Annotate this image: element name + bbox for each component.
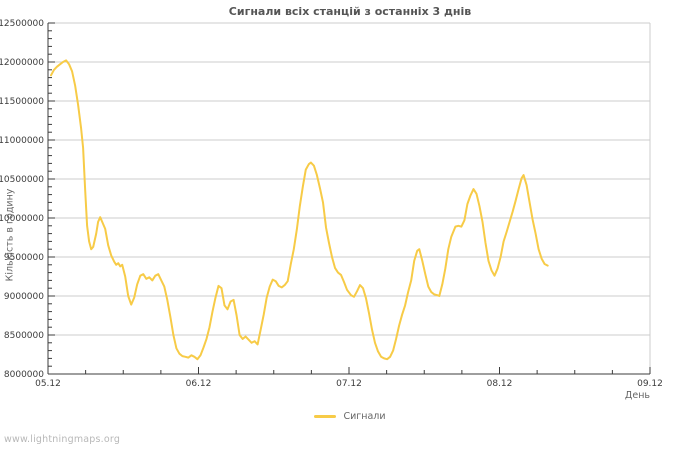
svg-text:10000000: 10000000 [0,214,44,224]
svg-text:08.12: 08.12 [487,379,513,389]
svg-text:07.12: 07.12 [336,379,362,389]
svg-text:8000000: 8000000 [4,370,44,380]
svg-text:05.12: 05.12 [35,379,61,389]
svg-text:12000000: 12000000 [0,58,44,68]
x-axis-title: День [624,390,650,401]
svg-text:09.12: 09.12 [637,379,663,389]
svg-text:9000000: 9000000 [4,292,44,302]
watermark: www.lightningmaps.org [4,434,121,445]
legend: Сигнали [0,411,700,422]
svg-text:8500000: 8500000 [4,331,44,341]
chart-title: Сигнали всіх станцій з останніх 3 днів [228,5,472,18]
svg-text:9500000: 9500000 [4,253,44,263]
svg-text:11000000: 11000000 [0,136,44,146]
svg-text:06.12: 06.12 [186,379,212,389]
svg-text:12500000: 12500000 [0,19,44,29]
svg-text:11500000: 11500000 [0,97,44,107]
legend-label: Сигнали [343,411,386,422]
legend-line-swatch [314,415,337,418]
y-axis-title: Кількість в годину [4,188,16,282]
svg-text:10500000: 10500000 [0,175,44,185]
